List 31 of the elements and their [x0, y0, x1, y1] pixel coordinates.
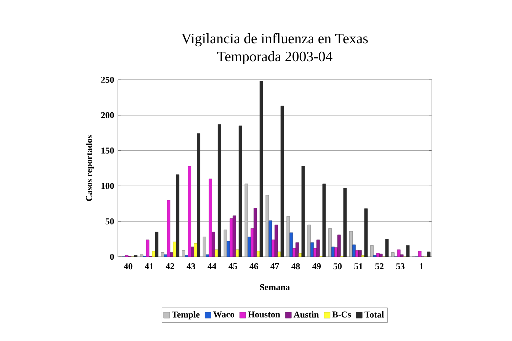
legend-label: Austin — [294, 312, 320, 318]
x-tick-label: 52 — [376, 264, 384, 270]
legend-label: Total — [364, 312, 384, 318]
y-tick-label: 0 — [110, 254, 114, 260]
legend-label: Temple — [172, 312, 200, 320]
x-tick-label: 45 — [228, 264, 238, 270]
x-tick-label: 41 — [145, 264, 154, 270]
y-tick-label: 250 — [101, 76, 114, 84]
x-tick-label: 1 — [420, 264, 424, 270]
legend-label: Waco — [214, 312, 234, 318]
x-tick-label: 40 — [124, 264, 133, 270]
chart-subtitle: Temporada 2003-04 — [217, 51, 333, 64]
x-tick-label: 43 — [186, 264, 196, 270]
y-tick-label: 150 — [102, 148, 114, 154]
x-tick-label: 51 — [354, 264, 363, 270]
y-tick-label: 50 — [106, 218, 114, 225]
x-tick-label: 44 — [208, 264, 217, 270]
y-tick-label: 100 — [102, 183, 114, 190]
x-tick-label: 42 — [166, 264, 174, 270]
x-tick-label: 46 — [250, 264, 258, 270]
x-tick-label: 49 — [312, 264, 322, 270]
x-tick-label: 47 — [270, 264, 280, 270]
y-axis-title: Casos reportados — [86, 136, 94, 202]
x-tick-label: 50 — [334, 264, 342, 270]
legend-label: Houston — [248, 312, 280, 318]
legend-label: B-Cs — [332, 312, 352, 318]
chart-title: Vigilancia de influenza en Texas — [182, 33, 368, 47]
x-axis-title: Semana — [260, 284, 290, 290]
x-tick-label: 53 — [396, 264, 405, 270]
y-tick-label: 200 — [101, 112, 114, 118]
x-tick-label: 48 — [292, 264, 300, 270]
